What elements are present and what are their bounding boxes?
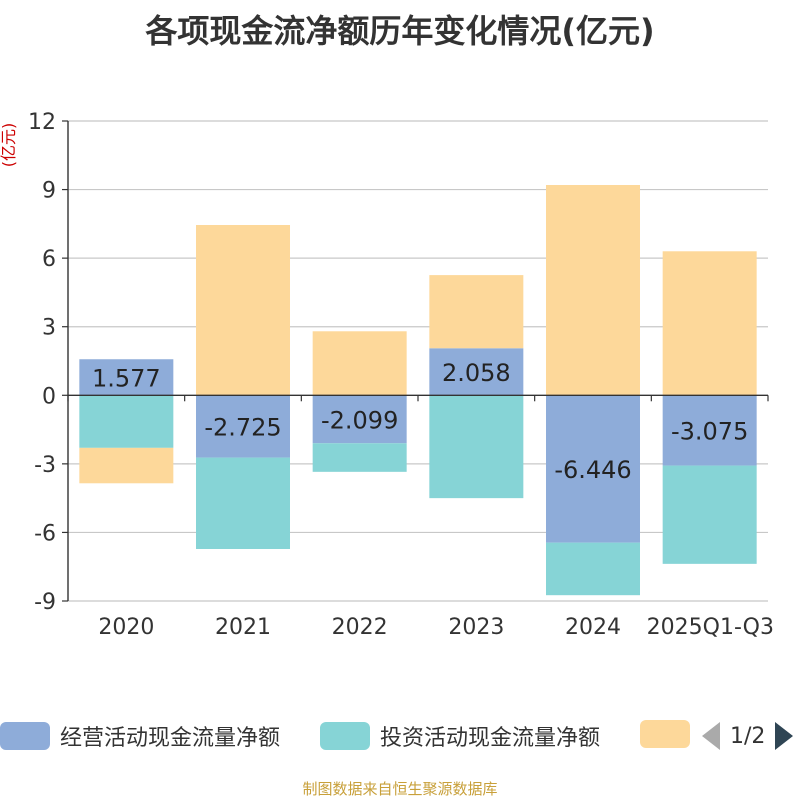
legend-pager: 1/2 <box>702 722 794 750</box>
y-tick-label: 3 <box>42 316 56 341</box>
bar-investing[interactable] <box>662 465 757 564</box>
legend-swatch-operating <box>0 722 50 750</box>
x-tick-label: 2023 <box>448 615 504 640</box>
bar-investing[interactable] <box>312 443 407 472</box>
y-tick-label: 12 <box>28 110 56 135</box>
x-tick-label: 2022 <box>332 615 388 640</box>
data-source-note: 制图数据来自恒生聚源数据库 <box>302 780 498 798</box>
y-tick-label: 6 <box>42 247 56 272</box>
data-label: -6.446 <box>554 456 631 484</box>
y-tick-label: 0 <box>42 384 56 409</box>
bars <box>79 185 757 596</box>
chevron-left-icon[interactable] <box>702 722 720 750</box>
legend-label-operating: 经营活动现金流量净额 <box>60 726 281 751</box>
bar-operating[interactable] <box>546 395 640 543</box>
legend: 经营活动现金流量净额 投资活动现金流量净额 1/2 <box>0 714 800 756</box>
bar-operating[interactable] <box>429 348 524 396</box>
y-tick-label: -3 <box>34 453 56 478</box>
bar-operating[interactable] <box>79 359 174 396</box>
legend-swatch-financing <box>640 720 690 748</box>
axes: 12 9 6 3 0 -3 -6 -9 2020 2021 2022 2023 2024 2025Q1-Q… <box>28 110 774 640</box>
x-tick-label: 2024 <box>565 615 621 640</box>
bar-investing[interactable] <box>79 395 174 448</box>
bar-financing[interactable] <box>196 225 290 396</box>
chevron-right-icon[interactable] <box>775 722 794 750</box>
bar-investing[interactable] <box>196 457 290 549</box>
grid <box>68 120 768 602</box>
x-tick-label: 2020 <box>98 615 154 640</box>
legend-swatch-investing <box>320 722 370 750</box>
bar-operating[interactable] <box>312 395 407 444</box>
chart-canvas: 12 9 6 3 0 -3 -6 -9 2020 2021 2022 2023 2024 2025Q1-Q… <box>0 110 774 640</box>
bar-financing[interactable] <box>546 185 640 396</box>
legend-label-investing: 投资活动现金流量净额 <box>380 726 601 751</box>
y-tick-label: -6 <box>34 521 56 546</box>
data-label: -2.099 <box>321 406 398 434</box>
legend-item-investing[interactable]: 投资活动现金流量净额 <box>320 720 600 752</box>
y-axis-label: (亿元) <box>0 123 18 168</box>
bar-financing[interactable] <box>79 447 174 484</box>
legend-item-operating[interactable]: 经营活动现金流量净额 <box>0 720 280 752</box>
legend-item-financing[interactable] <box>640 720 700 748</box>
data-label: 1.577 <box>92 364 161 392</box>
chart-title: 各项现金流净额历年变化情况(亿元) <box>145 12 655 50</box>
bar-financing[interactable] <box>429 275 524 349</box>
bar-investing[interactable] <box>429 395 524 499</box>
legend-page-indicator: 1/2 <box>730 723 766 749</box>
x-tick-label: 2025Q1-Q3 <box>647 615 774 640</box>
data-labels: 1.577 -2.725 -2.099 2.058 -6.446 -3.075 <box>92 359 748 484</box>
bar-operating[interactable] <box>662 395 757 466</box>
bar-financing[interactable] <box>312 331 407 396</box>
bar-operating[interactable] <box>196 395 290 458</box>
x-tick-label: 2021 <box>215 615 271 640</box>
data-label: -2.725 <box>204 413 281 441</box>
bar-investing[interactable] <box>546 542 640 596</box>
bar-financing[interactable] <box>662 251 757 396</box>
data-label: -3.075 <box>671 417 748 445</box>
y-tick-label: 9 <box>42 179 56 204</box>
y-tick-label: -9 <box>34 590 56 615</box>
data-label: 2.058 <box>442 359 511 387</box>
